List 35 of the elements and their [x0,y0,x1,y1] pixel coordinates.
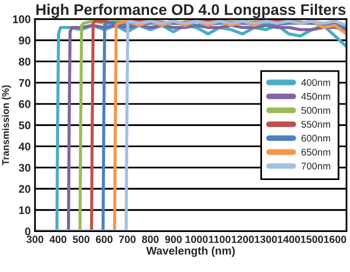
y-tick-label: 90 [18,36,30,44]
x-tick-label: 700 [119,236,136,244]
x-tick-label: 600 [96,236,112,244]
legend-label: 500nm [301,106,330,114]
x-tick-label: 1200 [232,236,254,244]
x-tick-label: 300 [26,236,44,244]
chart-title: High Performance OD 4.0 Longpass Filters [36,4,346,18]
y-tick-label: 80 [18,58,30,66]
x-tick-label: 1500 [300,236,324,244]
x-tick-label: 1400 [278,236,300,244]
legend-label: 650nm [302,148,330,156]
x-tick-label: 1300 [254,236,277,244]
x-axis-title: Wavelength (nm) [146,246,235,257]
x-tick-label: 900 [165,236,182,244]
legend-label: 400nm [301,79,330,86]
y-tick-label: 50 [18,121,30,130]
x-tick-label: 800 [142,236,159,244]
y-tick-label: 70 [18,78,30,87]
x-tick-label: 1600 [324,236,346,244]
y-tick-label: 40 [18,142,30,150]
y-tick-label: 10 [19,206,30,214]
y-tick-label: 0 [25,227,30,236]
legend-label: 600nm [302,134,330,142]
x-tick-label: 500 [72,236,90,244]
y-tick-label: 30 [18,164,30,172]
x-tick-label: 1000 [186,236,208,244]
x-tick-label: 400 [50,236,66,244]
y-tick-label: 100 [12,15,30,24]
y-axis-title: Transmission (%) [2,85,11,166]
y-tick-label: 20 [18,185,30,193]
legend-label: 550nm [301,120,330,128]
legend-label: 700nm [302,162,330,170]
legend-label: 450nm [301,92,330,100]
x-tick-label: 1100 [208,236,230,244]
y-tick-label: 60 [18,100,30,108]
